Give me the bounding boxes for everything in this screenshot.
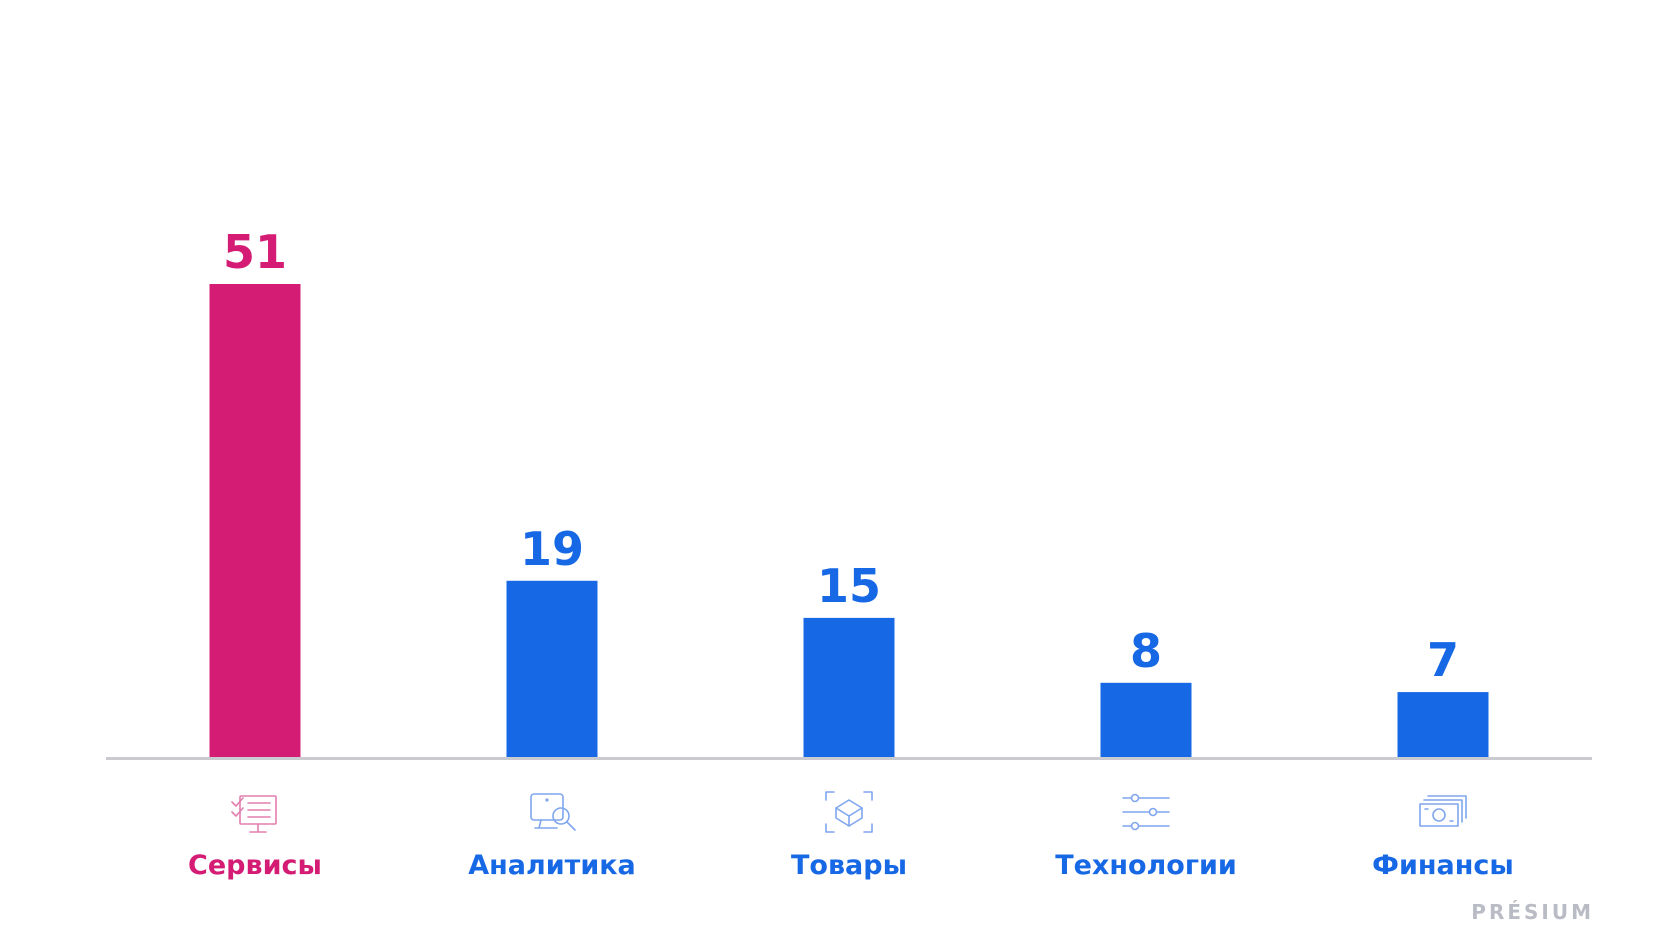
value-label-2: 19 — [520, 522, 584, 576]
value-labels-layer: 51 19 15 8 7 — [223, 225, 1459, 687]
bar-1 — [209, 284, 301, 757]
bar-4 — [1100, 682, 1192, 757]
monitor-search-icon — [530, 793, 576, 831]
checklist-monitor-icon — [231, 795, 277, 833]
category-label-1: Сервисы — [188, 850, 322, 881]
category-label-2: Аналитика — [468, 850, 636, 881]
category-label-5: Финансы — [1372, 850, 1514, 881]
bar-2 — [506, 580, 598, 757]
bar-5 — [1397, 692, 1489, 757]
category-labels-layer: Сервисы Аналитика Товары Технологии Финансы — [188, 850, 1514, 881]
value-label-1: 51 — [223, 225, 287, 279]
value-label-5: 7 — [1427, 633, 1459, 687]
value-label-4: 8 — [1130, 624, 1162, 678]
bar-3 — [803, 617, 895, 757]
category-label-3: Товары — [791, 850, 907, 881]
category-icons-layer — [231, 791, 1467, 833]
banknotes-icon — [1419, 795, 1467, 827]
category-label-4: Технологии — [1055, 850, 1237, 881]
value-label-3: 15 — [817, 559, 881, 613]
sliders-icon — [1122, 793, 1170, 831]
box-scan-icon — [825, 791, 873, 833]
brand-logo: PRÉSIUM — [1471, 900, 1594, 924]
bars-layer — [209, 284, 1489, 757]
